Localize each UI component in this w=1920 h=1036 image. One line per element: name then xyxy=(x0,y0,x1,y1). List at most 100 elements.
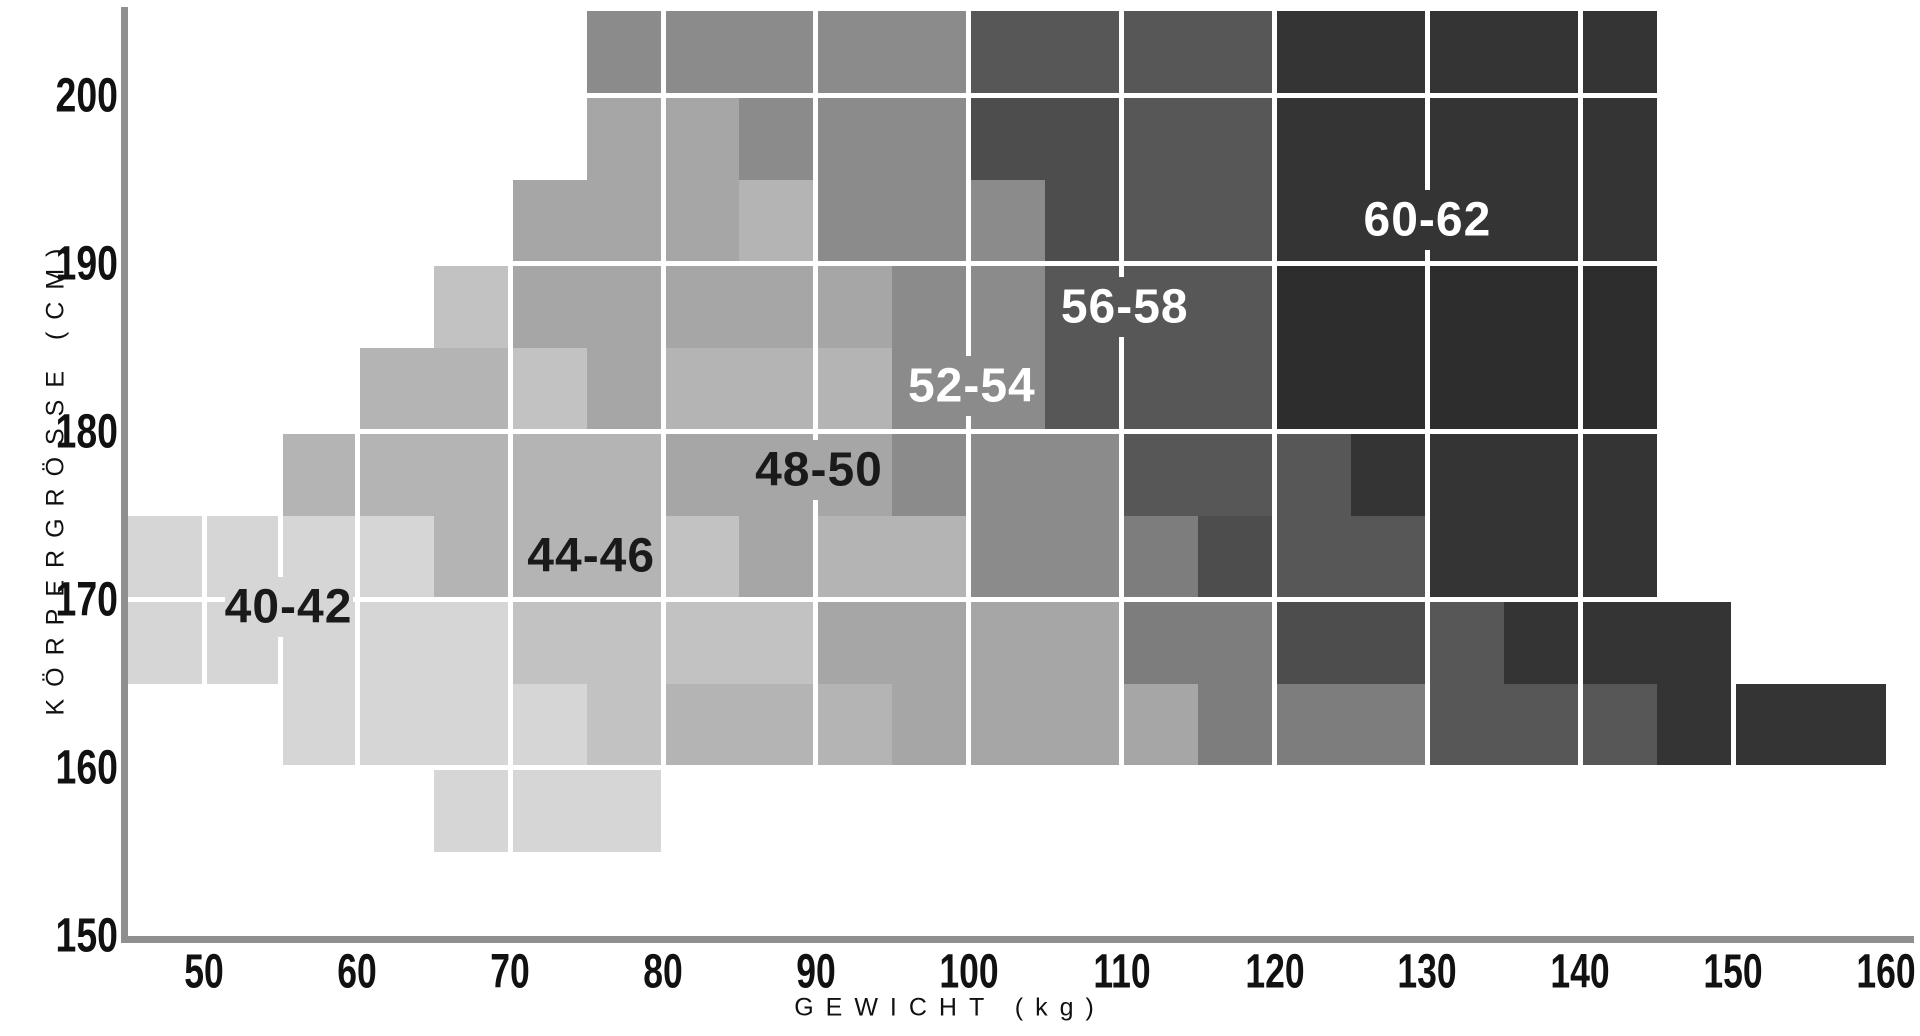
y-tick-label: 170 xyxy=(55,573,118,627)
heatmap-cell xyxy=(663,683,893,768)
gridline-vertical xyxy=(354,11,360,936)
heatmap-cell xyxy=(1274,263,1657,348)
x-tick-label: 60 xyxy=(337,945,378,999)
gridline-vertical xyxy=(278,636,284,768)
heatmap-cell xyxy=(1121,431,1351,516)
y-tick-label: 190 xyxy=(55,237,118,291)
size-label: 56-58 xyxy=(1060,280,1189,334)
heatmap-cell xyxy=(1274,599,1428,684)
x-tick-label: 130 xyxy=(1397,945,1458,999)
x-tick-label: 80 xyxy=(643,945,683,999)
x-axis-title: GEWICHT (kg) xyxy=(794,993,1106,1022)
heatmap-cell xyxy=(1274,347,1657,432)
gridline-horizontal xyxy=(128,765,1886,771)
heatmap-cell xyxy=(1656,683,1886,768)
heatmap-cell xyxy=(1121,599,1275,684)
heatmap-cell xyxy=(815,515,969,600)
heatmap-cell xyxy=(510,263,893,348)
gridline-vertical xyxy=(660,11,666,936)
heatmap-cell xyxy=(663,347,893,432)
x-tick-label: 160 xyxy=(1856,945,1916,999)
heatmap-cell xyxy=(433,767,664,852)
x-tick-label: 90 xyxy=(796,945,836,999)
x-tick-label: 110 xyxy=(1092,945,1151,999)
x-tick-label: 50 xyxy=(184,945,225,999)
gridline-horizontal xyxy=(128,429,1886,435)
heatmap-cell xyxy=(1274,11,1657,96)
heatmap-cell xyxy=(663,515,740,600)
gridline-vertical xyxy=(1577,11,1583,936)
gridline-vertical xyxy=(813,11,819,441)
x-axis-line xyxy=(121,936,1914,943)
heatmap-cell xyxy=(433,515,664,600)
heatmap-cell xyxy=(586,347,664,432)
heatmap-cell xyxy=(280,683,587,768)
gridline-vertical xyxy=(1424,249,1430,936)
gridline-horizontal xyxy=(128,261,1886,267)
size-label: 44-46 xyxy=(527,529,656,583)
gridline-horizontal xyxy=(128,93,1886,98)
gridline-horizontal xyxy=(128,597,225,603)
gridline-vertical xyxy=(201,11,207,936)
heatmap-cell xyxy=(510,347,587,432)
heatmap-cell xyxy=(1045,347,1275,432)
x-tick-label: 120 xyxy=(1244,945,1305,999)
heatmap-cell xyxy=(1350,431,1657,516)
y-tick-label: 200 xyxy=(55,69,118,122)
gridline-vertical xyxy=(278,431,284,577)
gridline-vertical xyxy=(1730,11,1736,936)
heatmap-cell xyxy=(1427,683,1657,768)
heatmap-cell xyxy=(892,431,1122,516)
heatmap-cell xyxy=(280,431,664,516)
heatmap-cell xyxy=(1121,515,1199,600)
heatmap-cell xyxy=(1198,515,1275,600)
x-tick-label: 150 xyxy=(1703,945,1763,999)
heatmap-cell xyxy=(586,11,969,96)
size-label: 48-50 xyxy=(755,443,883,497)
gridline-vertical xyxy=(1119,337,1125,936)
heatmap-cell xyxy=(968,515,1122,600)
heatmap-cell xyxy=(1427,599,1504,684)
gridline-vertical xyxy=(1424,11,1430,190)
heatmap-cell xyxy=(1274,95,1657,180)
heatmap-cell xyxy=(433,263,511,348)
heatmap-cell xyxy=(1045,179,1122,264)
gridline-vertical xyxy=(1119,11,1125,278)
heatmap-cell xyxy=(1121,179,1275,264)
gridline-vertical xyxy=(507,11,513,936)
heatmap-cell xyxy=(663,431,893,516)
heatmap-cell xyxy=(1427,515,1657,600)
heatmap-cell xyxy=(1274,179,1657,264)
heatmap-cell xyxy=(128,599,511,684)
y-tick-label: 160 xyxy=(55,741,118,795)
heatmap-cell xyxy=(1274,515,1428,600)
y-tick-label: 180 xyxy=(55,405,118,459)
gridline-vertical xyxy=(966,416,972,936)
size-label: 40-42 xyxy=(224,580,353,634)
y-axis-title: KÖRPERGRÖSSE (CM) xyxy=(41,236,70,716)
y-axis-line xyxy=(121,7,128,943)
x-tick-label: 70 xyxy=(490,945,530,999)
x-tick-label: 100 xyxy=(939,945,999,999)
heatmap-cell xyxy=(1198,683,1428,768)
size-label: 60-62 xyxy=(1363,193,1492,247)
heatmap-cell xyxy=(357,347,511,432)
heatmap-cell xyxy=(892,683,1199,768)
heatmap-cell xyxy=(968,95,1122,180)
heatmap-cell xyxy=(510,179,740,264)
heatmap-cell xyxy=(586,683,664,768)
gridline-horizontal xyxy=(352,597,1886,603)
gridline-vertical xyxy=(1272,11,1278,936)
heatmap-cell xyxy=(739,179,816,264)
heatmap-cell xyxy=(739,95,969,180)
gridline-vertical xyxy=(813,500,819,936)
heatmap-cell xyxy=(1503,599,1734,684)
heatmap-cell xyxy=(815,179,1046,264)
size-label: 52-54 xyxy=(907,359,1036,413)
heatmap-cell xyxy=(1045,263,1275,348)
y-tick-label: 150 xyxy=(55,909,118,963)
heatmap-cell xyxy=(739,515,816,600)
heatmap-cell xyxy=(1121,95,1275,180)
x-tick-label: 140 xyxy=(1550,945,1610,999)
